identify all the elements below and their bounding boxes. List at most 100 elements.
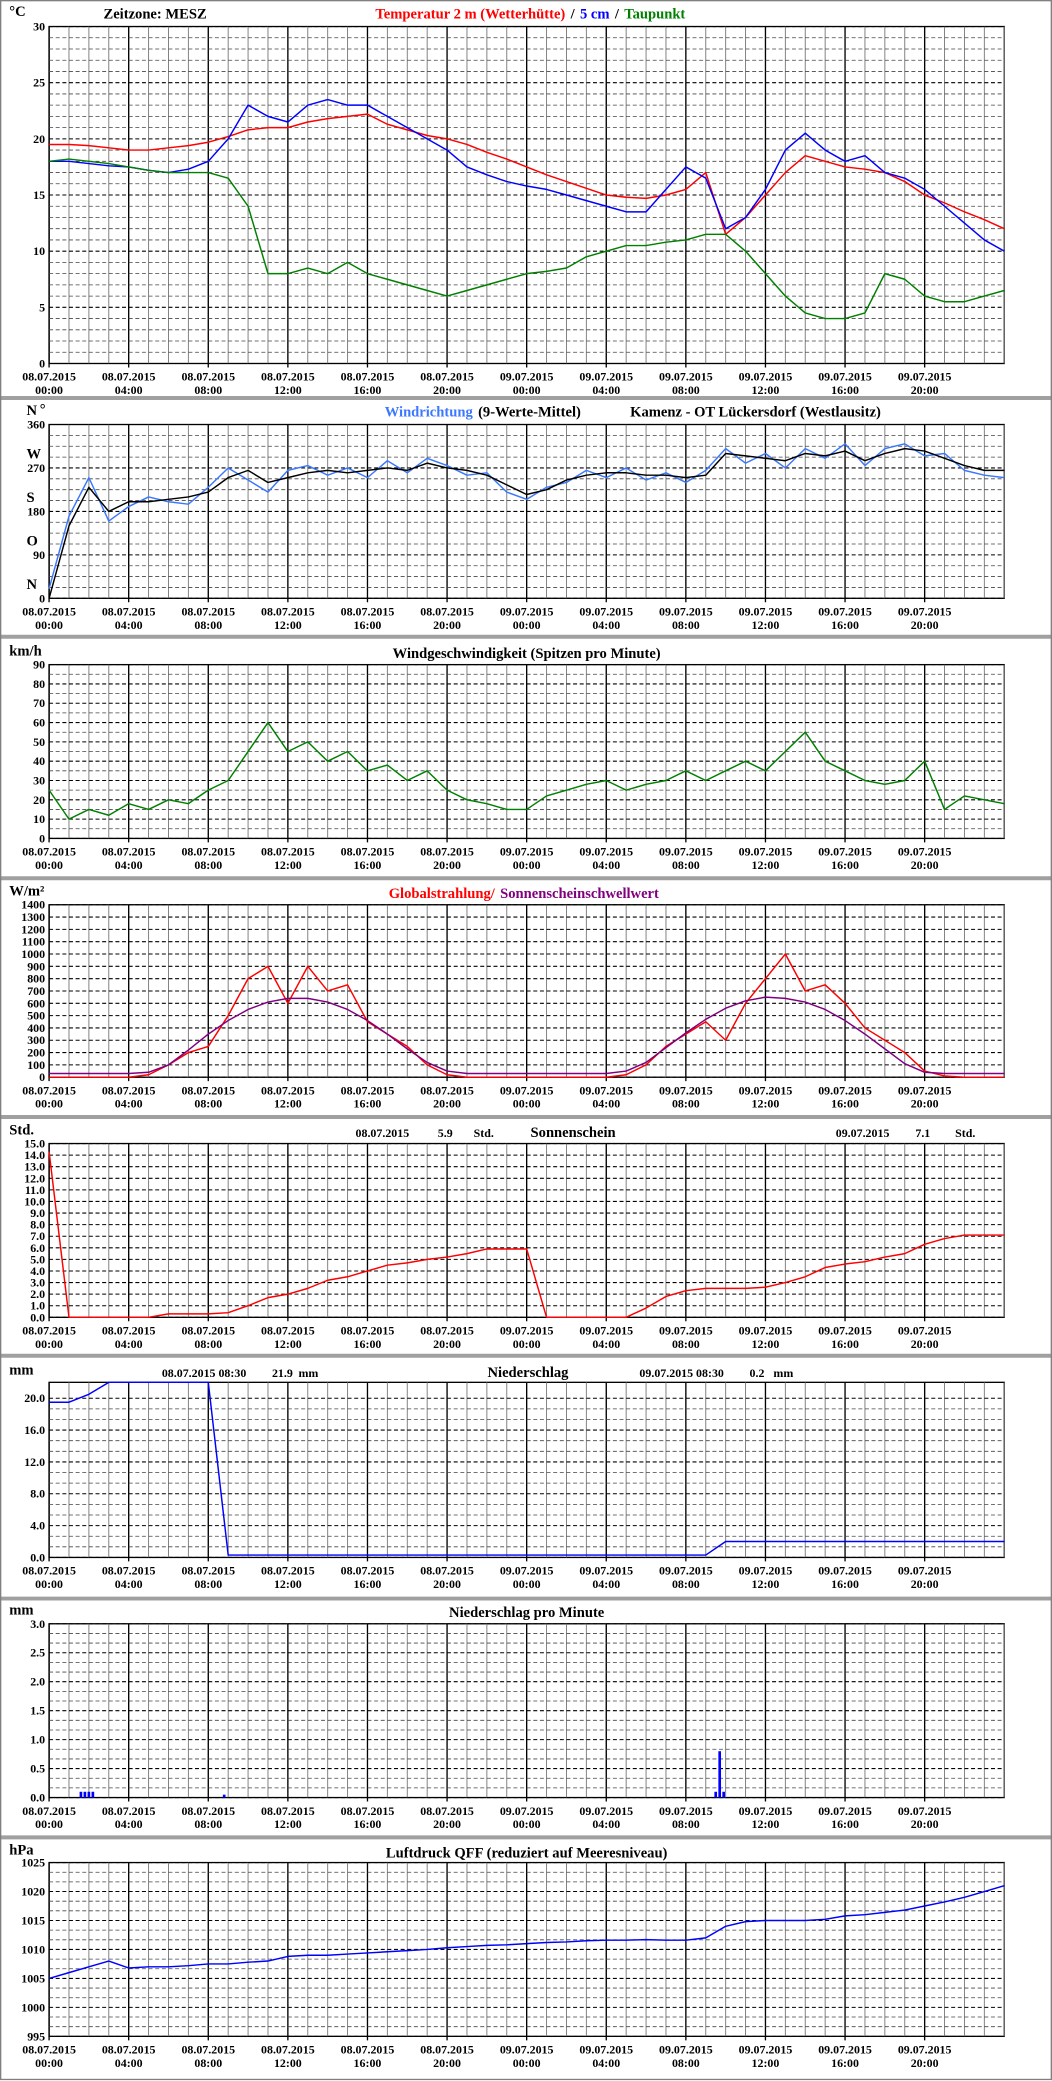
- x-tick-date: 09.07.2015: [659, 370, 713, 384]
- y-tick-label: 50: [33, 735, 45, 749]
- x-tick-time: 20:00: [911, 1817, 939, 1831]
- bar: [722, 1791, 725, 1798]
- annotation-date: 09.07.2015: [836, 1126, 890, 1140]
- legend-entry: 5 cm: [580, 7, 610, 23]
- data-line: [49, 113, 1005, 236]
- y-tick-label: 20.0: [24, 1391, 45, 1405]
- x-tick-date: 09.07.2015: [818, 1324, 872, 1338]
- y-tick-label: 200: [27, 1046, 45, 1060]
- annotation-value: 0.2: [750, 1366, 765, 1380]
- x-tick-time: 04:00: [115, 1817, 143, 1831]
- unit-label: mm: [9, 1602, 33, 1618]
- x-tick-time: 04:00: [115, 618, 143, 632]
- x-tick-time: 04:00: [592, 618, 620, 632]
- x-tick-date: 08.07.2015: [341, 2043, 395, 2057]
- x-tick-date: 09.07.2015: [898, 1804, 952, 1818]
- x-tick-date: 08.07.2015: [181, 1083, 235, 1097]
- x-tick-time: 00:00: [35, 1097, 63, 1111]
- y-tick-label: 0.0: [30, 1550, 45, 1564]
- y-tick-label: 1.5: [30, 1704, 45, 1718]
- y-tick-label: 0: [39, 591, 45, 605]
- y-tick-label: 90: [33, 548, 45, 562]
- x-tick-date: 09.07.2015: [659, 1564, 713, 1578]
- data-line: [49, 953, 1005, 1078]
- x-tick-time: 00:00: [35, 2056, 63, 2070]
- x-tick-date: 09.07.2015: [898, 605, 952, 619]
- x-tick-date: 08.07.2015: [261, 1564, 315, 1578]
- y-tick-label: 70: [33, 696, 45, 710]
- chart-title: Niederschlag: [487, 1365, 569, 1381]
- direction-label: S: [27, 490, 35, 506]
- x-tick-time: 20:00: [911, 2056, 939, 2070]
- x-tick-date: 08.07.2015: [22, 1083, 76, 1097]
- x-tick-time: 08:00: [194, 2056, 222, 2070]
- x-tick-date: 08.07.2015: [22, 1804, 76, 1818]
- x-tick-date: 08.07.2015: [420, 1324, 474, 1338]
- x-tick-date: 08.07.2015: [181, 1804, 235, 1818]
- x-tick-date: 08.07.2015: [22, 845, 76, 859]
- x-tick-date: 09.07.2015: [500, 370, 554, 384]
- annotation-unit: Std.: [474, 1126, 494, 1140]
- x-tick-time: 16:00: [354, 1097, 382, 1111]
- data-line: [48, 1885, 1005, 1980]
- x-tick-date: 08.07.2015: [181, 605, 235, 619]
- annotation-unit: mm: [298, 1366, 318, 1380]
- y-tick-label: 8.0: [30, 1487, 45, 1501]
- x-tick-time: 16:00: [831, 618, 859, 632]
- y-tick-label: 0.5: [30, 1762, 45, 1776]
- x-tick-date: 08.07.2015: [181, 845, 235, 859]
- x-tick-date: 08.07.2015: [261, 845, 315, 859]
- x-tick-time: 00:00: [35, 618, 63, 632]
- x-tick-time: 20:00: [911, 618, 939, 632]
- x-tick-time: 08:00: [672, 1577, 700, 1591]
- y-tick-label: 1200: [21, 922, 45, 936]
- x-tick-date: 08.07.2015: [181, 370, 235, 384]
- x-tick-date: 08.07.2015: [341, 1324, 395, 1338]
- y-tick-label: 0.0: [30, 1310, 45, 1324]
- x-tick-date: 08.07.2015: [341, 1083, 395, 1097]
- x-tick-time: 20:00: [433, 1337, 461, 1351]
- x-tick-time: 12:00: [752, 618, 780, 632]
- data-line: [49, 996, 1005, 1075]
- x-tick-date: 08.07.2015: [341, 1804, 395, 1818]
- y-tick-label: 1100: [22, 935, 45, 949]
- annotation-value: 7.1: [915, 1126, 930, 1140]
- y-tick-label: 90: [33, 658, 45, 672]
- x-tick-time: 16:00: [354, 1817, 382, 1831]
- legend: Temperatur 2 m (Wetterhütte)/5 cm / Taupun…: [375, 7, 685, 23]
- y-tick-label: 900: [27, 959, 45, 973]
- x-tick-time: 16:00: [831, 1097, 859, 1111]
- legend-entry: (9-Werte-Mittel): [478, 405, 581, 421]
- x-tick-date: 09.07.2015: [898, 845, 952, 859]
- x-tick-time: 08:00: [672, 1097, 700, 1111]
- x-tick-date: 08.07.2015: [22, 1564, 76, 1578]
- x-tick-date: 09.07.2015: [659, 1083, 713, 1097]
- x-tick-time: 20:00: [433, 2056, 461, 2070]
- x-tick-date: 08.07.2015: [22, 605, 76, 619]
- x-tick-time: 16:00: [354, 618, 382, 632]
- unit-label: km/h: [9, 643, 41, 659]
- x-tick-time: 12:00: [752, 858, 780, 872]
- y-tick-label: 400: [27, 1021, 45, 1035]
- x-tick-date: 09.07.2015: [739, 370, 793, 384]
- x-tick-date: 08.07.2015: [420, 370, 474, 384]
- y-tick-label: 1.0: [30, 1733, 45, 1747]
- x-tick-time: 12:00: [274, 1097, 302, 1111]
- y-tick-label: 500: [27, 1009, 45, 1023]
- x-tick-time: 12:00: [752, 1337, 780, 1351]
- x-tick-date: 08.07.2015: [181, 1564, 235, 1578]
- direction-label: O: [27, 534, 38, 550]
- annotation-unit: mm: [773, 1366, 793, 1380]
- x-tick-date: 08.07.2015: [102, 1804, 156, 1818]
- x-tick-date: 09.07.2015: [739, 1083, 793, 1097]
- y-tick-label: 0: [39, 831, 45, 845]
- x-tick-time: 16:00: [831, 1817, 859, 1831]
- bar: [718, 1751, 722, 1798]
- x-tick-time: 04:00: [115, 1577, 143, 1591]
- y-tick-label: 14.0: [24, 1148, 45, 1162]
- x-tick-date: 09.07.2015: [579, 1564, 633, 1578]
- bar: [91, 1791, 95, 1798]
- x-tick-date: 09.07.2015: [818, 2043, 872, 2057]
- x-tick-time: 20:00: [433, 1577, 461, 1591]
- x-tick-time: 08:00: [194, 383, 222, 397]
